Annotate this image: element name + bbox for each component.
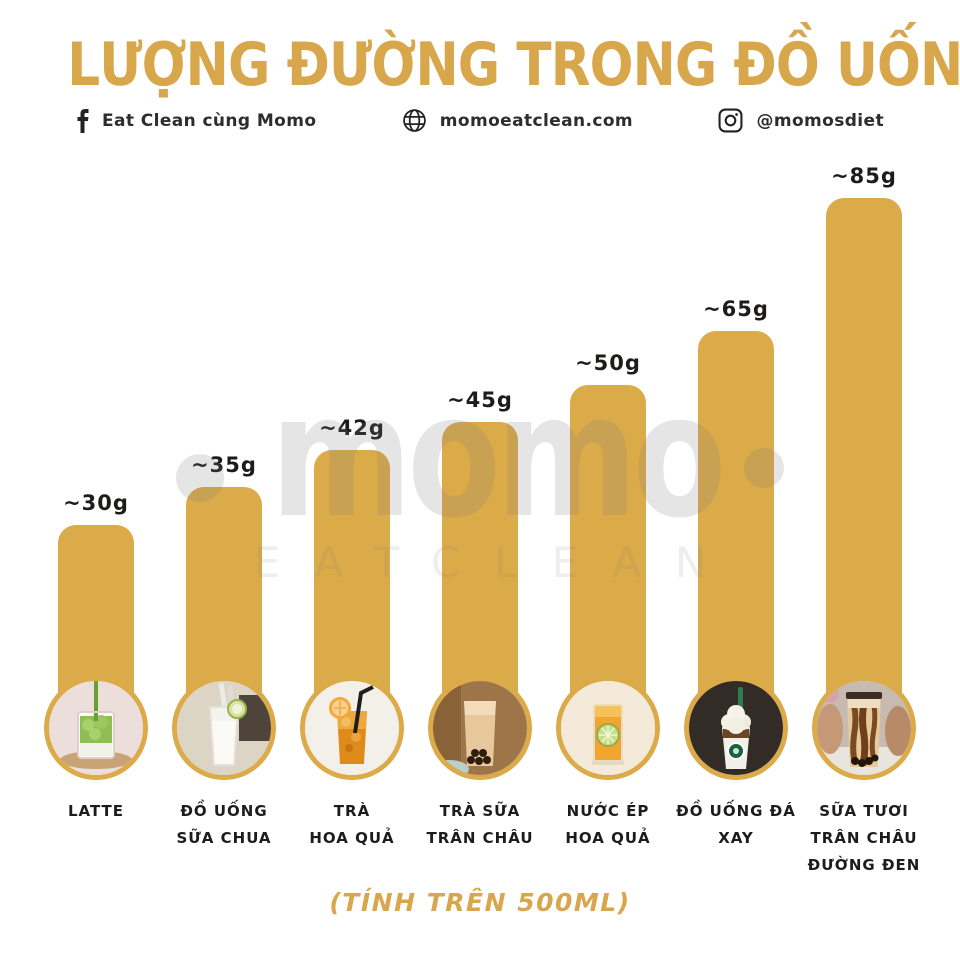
yogurt-drink-photo-circle	[172, 676, 276, 780]
category-line: HOA QUẢ	[309, 829, 395, 847]
page-title: LƯỢNG ĐƯỜNG TRONG ĐỒ UỐNG	[67, 30, 960, 100]
chart-column: ~65g ĐỒ UỐNG ĐÁ XAY	[672, 160, 800, 847]
brown-sugar-boba-photo	[817, 681, 911, 775]
website-handle: momoeatclean.com	[402, 108, 633, 133]
chart-column: ~30g LATTE	[32, 160, 160, 820]
instagram-handle: @momosdiet	[718, 108, 884, 133]
category-label: SỮA TƯƠI TRÂN CHÂU ĐƯỜNG ĐEN	[794, 798, 934, 879]
category-line: SỮA CHUA	[176, 829, 272, 847]
fruit-juice-photo-circle	[556, 676, 660, 780]
category-label: TRÀ HOA QUẢ	[282, 798, 422, 852]
facebook-handle: Eat Clean cùng Momo	[76, 108, 317, 133]
bar-value-label: ~65g	[703, 297, 769, 321]
bar-value-label: ~85g	[831, 164, 897, 188]
category-line: TRÂN CHÂU	[810, 829, 918, 847]
chart-column: ~42g TRÀ HOA QUẢ	[288, 160, 416, 847]
category-line: TRÀ SỮA	[439, 802, 521, 820]
category-label: LATTE	[26, 798, 166, 825]
category-label: TRÀ SỮA TRÂN CHÂU	[410, 798, 550, 852]
bar-value-label: ~30g	[63, 491, 129, 515]
instagram-icon	[718, 108, 743, 133]
bar-5	[570, 385, 646, 728]
facebook-icon	[77, 108, 89, 133]
yogurt-drink-photo	[177, 681, 271, 775]
category-line: HOA QUẢ	[565, 829, 651, 847]
facebook-label: Eat Clean cùng Momo	[102, 110, 317, 131]
matcha-latte-photo-circle	[44, 676, 148, 780]
category-line: ĐỒ UỐNG ĐÁ	[676, 802, 796, 820]
category-line: SỮA TƯƠI	[819, 802, 909, 820]
category-line: ĐỒ UỐNG	[180, 802, 268, 820]
bubble-milk-tea-photo-circle	[428, 676, 532, 780]
blended-ice-drink-photo-circle	[684, 676, 788, 780]
bar-value-label: ~50g	[575, 351, 641, 375]
category-label: NƯỚC ÉP HOA QUẢ	[538, 798, 678, 852]
bar-value-label: ~35g	[191, 453, 257, 477]
chart-column: ~85g SỮA TƯƠI TRÂN CHÂU ĐƯỜNG ĐEN	[800, 160, 928, 874]
fruit-juice-photo	[561, 681, 655, 775]
globe-icon	[402, 109, 426, 132]
chart-column: ~50g NƯỚC ÉP HOA QUẢ	[544, 160, 672, 847]
chart-column: ~45g TRÀ SỮA TRÂN CHÂU	[416, 160, 544, 847]
bar-6	[698, 331, 774, 728]
chart-column: ~35g ĐỒ UỐNG SỮA CHUA	[160, 160, 288, 847]
category-line: XAY	[718, 829, 754, 847]
fruit-tea-photo	[305, 681, 399, 775]
category-label: ĐỒ UỐNG SỮA CHUA	[154, 798, 294, 852]
matcha-latte-photo	[49, 681, 143, 775]
category-line: LATTE	[67, 802, 125, 820]
blended-ice-drink-photo	[689, 681, 783, 775]
website-label: momoeatclean.com	[439, 110, 634, 131]
category-line: ĐƯỜNG ĐEN	[807, 856, 921, 874]
category-line: NƯỚC ÉP	[566, 802, 650, 820]
bar-chart: ~30g LATTE ~35g ĐỒ UỐNG SỮA CHUA ~42g TRÀ HO…	[32, 160, 928, 874]
category-label: ĐỒ UỐNG ĐÁ XAY	[666, 798, 806, 852]
serving-note: (TÍNH TRÊN 500ML)	[329, 888, 631, 917]
bar-7	[826, 198, 902, 728]
category-line: TRÀ	[333, 802, 371, 820]
instagram-label: @momosdiet	[756, 110, 884, 131]
category-line: TRÂN CHÂU	[426, 829, 534, 847]
brown-sugar-boba-photo-circle	[812, 676, 916, 780]
bubble-milk-tea-photo	[433, 681, 527, 775]
fruit-tea-photo-circle	[300, 676, 404, 780]
bar-value-label: ~45g	[447, 388, 513, 412]
bar-value-label: ~42g	[319, 416, 385, 440]
social-row: Eat Clean cùng Momo momoeatclean.com @mo…	[0, 108, 960, 133]
